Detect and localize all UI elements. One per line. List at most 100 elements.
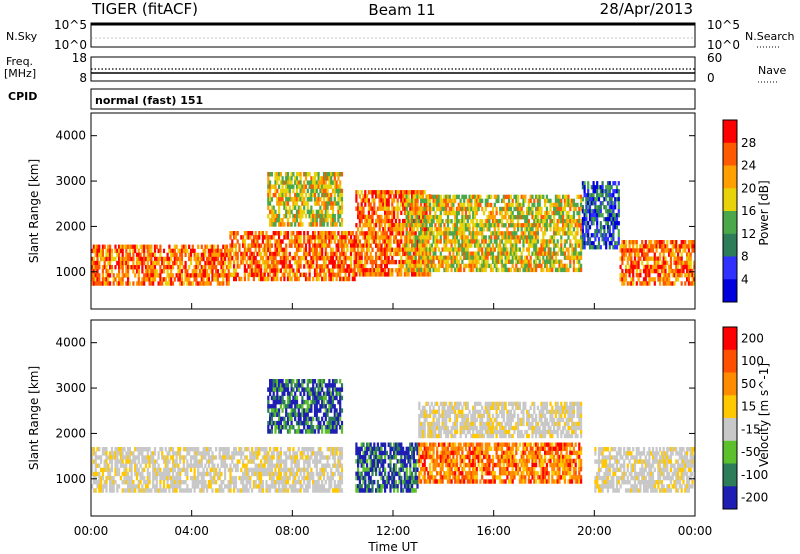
data-cell bbox=[608, 197, 611, 202]
data-cell bbox=[281, 260, 284, 265]
data-cell bbox=[369, 243, 372, 248]
data-cell bbox=[269, 184, 272, 189]
data-cell bbox=[421, 223, 424, 228]
data-cell bbox=[393, 223, 396, 228]
data-cell bbox=[420, 198, 423, 204]
data-cell bbox=[310, 222, 313, 227]
data-cell bbox=[101, 484, 104, 489]
data-cell bbox=[457, 263, 460, 269]
data-cell bbox=[409, 268, 412, 273]
data-cell bbox=[295, 201, 299, 206]
data-cell bbox=[229, 484, 232, 489]
data-cell bbox=[269, 180, 272, 185]
data-cell bbox=[373, 206, 376, 211]
data-cell bbox=[331, 180, 335, 185]
data-cell bbox=[162, 488, 166, 493]
data-cell bbox=[139, 260, 142, 266]
data-cell bbox=[342, 255, 345, 261]
data-cell bbox=[680, 264, 683, 270]
data-cell bbox=[274, 176, 277, 181]
data-cell bbox=[389, 194, 392, 199]
data-cell bbox=[353, 272, 356, 278]
data-cell bbox=[233, 231, 236, 236]
data-cell bbox=[409, 239, 412, 244]
data-cell bbox=[585, 229, 588, 234]
freq-tick-top: 18 bbox=[72, 51, 87, 65]
data-cell bbox=[384, 194, 387, 199]
data-cell bbox=[671, 273, 674, 278]
data-cell bbox=[281, 488, 284, 493]
data-cell bbox=[366, 272, 369, 277]
data-cell bbox=[518, 215, 521, 220]
data-cell bbox=[427, 235, 430, 240]
data-cell bbox=[499, 206, 502, 212]
data-cell bbox=[565, 239, 568, 244]
data-cell bbox=[504, 235, 507, 240]
data-cell bbox=[378, 235, 381, 240]
data-cell bbox=[285, 251, 288, 257]
data-cell bbox=[369, 259, 372, 265]
data-cell bbox=[278, 209, 281, 215]
data-cell bbox=[276, 475, 279, 481]
data-cell bbox=[105, 277, 108, 282]
data-cell bbox=[470, 219, 473, 224]
data-cell bbox=[242, 471, 245, 477]
data-cell bbox=[211, 480, 214, 485]
data-cell bbox=[551, 210, 554, 216]
data-cell bbox=[333, 218, 336, 223]
data-cell bbox=[153, 244, 157, 249]
data-cell bbox=[290, 209, 293, 215]
data-cell bbox=[265, 447, 268, 452]
data-cell bbox=[599, 209, 602, 214]
data-cell bbox=[411, 198, 414, 204]
data-cell bbox=[132, 269, 135, 274]
data-cell bbox=[452, 202, 455, 208]
data-cell bbox=[328, 197, 331, 202]
data-cell bbox=[125, 281, 128, 286]
data-cell bbox=[101, 277, 104, 282]
data-cell bbox=[535, 267, 538, 273]
data-cell bbox=[340, 205, 344, 210]
data-cell bbox=[229, 475, 232, 481]
data-cell bbox=[439, 223, 442, 228]
data-cell bbox=[463, 194, 466, 200]
data-cell bbox=[436, 267, 439, 273]
data-cell bbox=[179, 488, 182, 493]
data-cell bbox=[317, 197, 320, 202]
data-cell bbox=[224, 260, 227, 266]
data-cell bbox=[247, 272, 250, 278]
data-cell bbox=[450, 210, 453, 216]
data-cell bbox=[576, 255, 579, 260]
data-cell bbox=[153, 467, 157, 473]
data-cell bbox=[211, 467, 214, 473]
data-cell bbox=[340, 201, 344, 206]
data-cell bbox=[112, 480, 115, 485]
data-cell bbox=[161, 260, 164, 266]
data-cell bbox=[269, 463, 272, 468]
data-cell bbox=[333, 192, 336, 198]
data-cell bbox=[657, 256, 660, 261]
data-cell bbox=[256, 264, 259, 269]
data-cell bbox=[367, 231, 370, 236]
data-cell bbox=[578, 263, 581, 269]
data-cell bbox=[265, 239, 268, 244]
data-cell bbox=[258, 463, 261, 468]
data-cell bbox=[220, 248, 223, 254]
data-cell bbox=[132, 265, 135, 270]
data-cell bbox=[412, 239, 415, 244]
data-cell bbox=[384, 206, 387, 211]
data-cell bbox=[105, 256, 108, 262]
data-cell bbox=[434, 194, 437, 200]
data-cell bbox=[247, 467, 250, 473]
data-cell bbox=[175, 256, 178, 262]
data-cell bbox=[527, 259, 530, 264]
data-cell bbox=[229, 251, 232, 257]
data-cell bbox=[290, 264, 293, 269]
data-cell bbox=[382, 190, 385, 195]
data-cell bbox=[429, 223, 432, 228]
data-cell bbox=[166, 480, 169, 485]
data-cell bbox=[186, 484, 189, 489]
data-cell bbox=[418, 194, 421, 200]
data-cell bbox=[308, 272, 311, 278]
data-cell bbox=[358, 239, 361, 244]
